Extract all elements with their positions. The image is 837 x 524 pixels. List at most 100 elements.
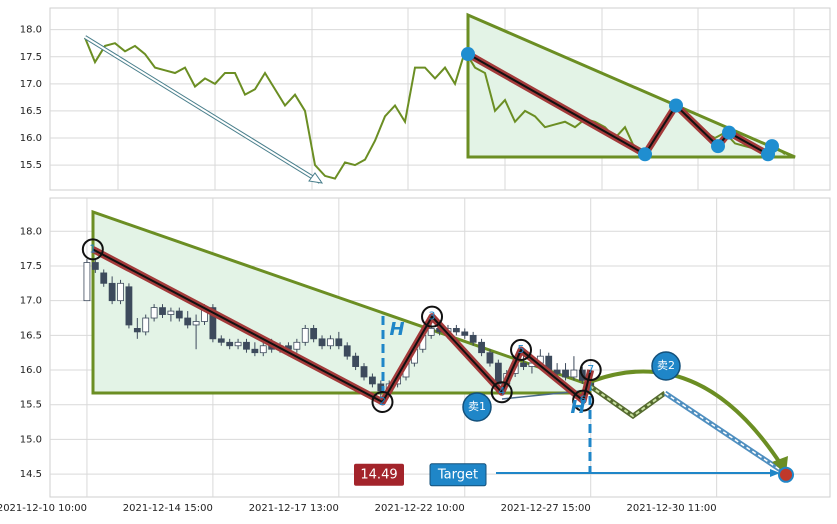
target-box bbox=[429, 463, 487, 487]
candle-body bbox=[343, 345, 351, 357]
y-tick-label: 16.0 bbox=[20, 133, 42, 144]
pattern-label: 4 bbox=[498, 385, 505, 398]
candle-body bbox=[494, 362, 502, 385]
x-tick-label: 2021-12-22 10:00 bbox=[375, 503, 465, 514]
candle-body bbox=[217, 338, 225, 343]
candle-body bbox=[352, 355, 360, 367]
pattern-point bbox=[579, 359, 602, 382]
projection-inner bbox=[589, 385, 666, 418]
height-label: H bbox=[570, 397, 585, 418]
target-value: 14.49 bbox=[360, 467, 397, 482]
x-tick-label: 2021-12-10 10:00 bbox=[0, 503, 87, 514]
candle-body bbox=[83, 262, 91, 302]
candle-body bbox=[184, 317, 192, 326]
y-tick-label: 15.5 bbox=[20, 160, 42, 171]
candle-body bbox=[108, 282, 116, 302]
pattern-point bbox=[765, 139, 779, 154]
y-tick-label: 15.5 bbox=[20, 400, 42, 411]
y-tick-label: 17.5 bbox=[20, 261, 42, 272]
sell-label: 卖2 bbox=[657, 359, 675, 372]
candle-body bbox=[175, 310, 183, 319]
candle-body bbox=[369, 376, 376, 385]
y-tick-label: 14.5 bbox=[20, 469, 42, 480]
candle-body bbox=[209, 307, 217, 340]
pattern-label: 7 bbox=[587, 363, 594, 376]
candle-body bbox=[520, 362, 527, 367]
y-tick-label: 16.5 bbox=[20, 106, 42, 117]
pattern-point bbox=[371, 390, 394, 413]
candle-body bbox=[125, 286, 133, 326]
candle-body bbox=[150, 307, 158, 319]
y-tick-label: 17.5 bbox=[20, 52, 42, 63]
candle-body bbox=[226, 341, 234, 347]
bottom-frame bbox=[49, 197, 831, 498]
candle-body bbox=[452, 328, 460, 333]
candle-body bbox=[293, 341, 301, 350]
pattern-point bbox=[722, 125, 736, 140]
candle-body bbox=[301, 328, 309, 343]
top-arrow-head bbox=[308, 172, 324, 184]
x-tick-label: 2021-12-30 11:00 bbox=[627, 503, 717, 514]
top-triangle bbox=[466, 12, 796, 159]
candle-body bbox=[318, 338, 326, 347]
pattern-point bbox=[421, 305, 444, 328]
target-line-inner bbox=[664, 392, 783, 472]
candle-body bbox=[159, 307, 166, 315]
pattern-label: 2 bbox=[379, 395, 386, 408]
candle-body bbox=[335, 338, 343, 347]
candle-body bbox=[100, 272, 108, 284]
sell-marker bbox=[651, 351, 681, 381]
y-tick-label: 16.0 bbox=[20, 365, 42, 376]
candle-body bbox=[310, 328, 318, 340]
candle-body bbox=[486, 352, 494, 364]
y-tick-label: 17.0 bbox=[20, 296, 42, 307]
candle-body bbox=[570, 369, 578, 378]
target-arrow-head bbox=[770, 469, 780, 477]
candle-body bbox=[192, 321, 200, 326]
candle-body bbox=[469, 334, 477, 343]
arc-arrow bbox=[589, 369, 784, 468]
top-frame bbox=[49, 7, 831, 191]
candle-body bbox=[461, 331, 469, 336]
target-label: Target bbox=[437, 467, 478, 482]
pattern-point bbox=[711, 139, 725, 154]
candle-body bbox=[259, 345, 267, 354]
pattern-point bbox=[510, 338, 533, 361]
y-tick-label: 17.0 bbox=[20, 79, 42, 90]
y-tick-label: 15.0 bbox=[20, 434, 42, 445]
pattern-point bbox=[572, 389, 595, 412]
pattern-label: 1 bbox=[89, 242, 96, 255]
sell-label: 卖1 bbox=[468, 400, 486, 413]
sell-marker bbox=[462, 392, 492, 422]
top-arrow-inner bbox=[84, 36, 321, 183]
candle-body bbox=[142, 317, 150, 333]
x-tick-label: 2021-12-14 15:00 bbox=[123, 503, 213, 514]
pattern-line-inner bbox=[92, 248, 592, 404]
target-value-box bbox=[354, 463, 404, 486]
pattern-point bbox=[669, 98, 683, 113]
pattern-label: 5 bbox=[518, 343, 525, 356]
target-point bbox=[778, 466, 794, 483]
x-tick-label: 2021-12-17 13:00 bbox=[249, 503, 339, 514]
pattern-point bbox=[638, 147, 652, 162]
pattern-label: 3 bbox=[429, 310, 436, 323]
candle-body bbox=[117, 282, 124, 302]
candle-body bbox=[234, 341, 242, 347]
pattern-label: 6 bbox=[580, 394, 587, 407]
candle-body bbox=[327, 338, 334, 347]
candle-body bbox=[251, 348, 259, 354]
candle-body bbox=[133, 328, 141, 333]
candle-body bbox=[167, 310, 175, 315]
y-tick-label: 16.5 bbox=[20, 330, 42, 341]
candle-body bbox=[562, 369, 569, 378]
height-label: H bbox=[389, 319, 404, 340]
candle-body bbox=[553, 369, 561, 374]
top-vgrid bbox=[117, 8, 795, 190]
pattern-point bbox=[490, 381, 513, 404]
candle-body bbox=[478, 341, 485, 354]
candle-body bbox=[360, 366, 368, 378]
y-tick-label: 18.0 bbox=[20, 226, 42, 237]
pattern-point bbox=[81, 238, 104, 261]
candle-body bbox=[427, 328, 435, 336]
